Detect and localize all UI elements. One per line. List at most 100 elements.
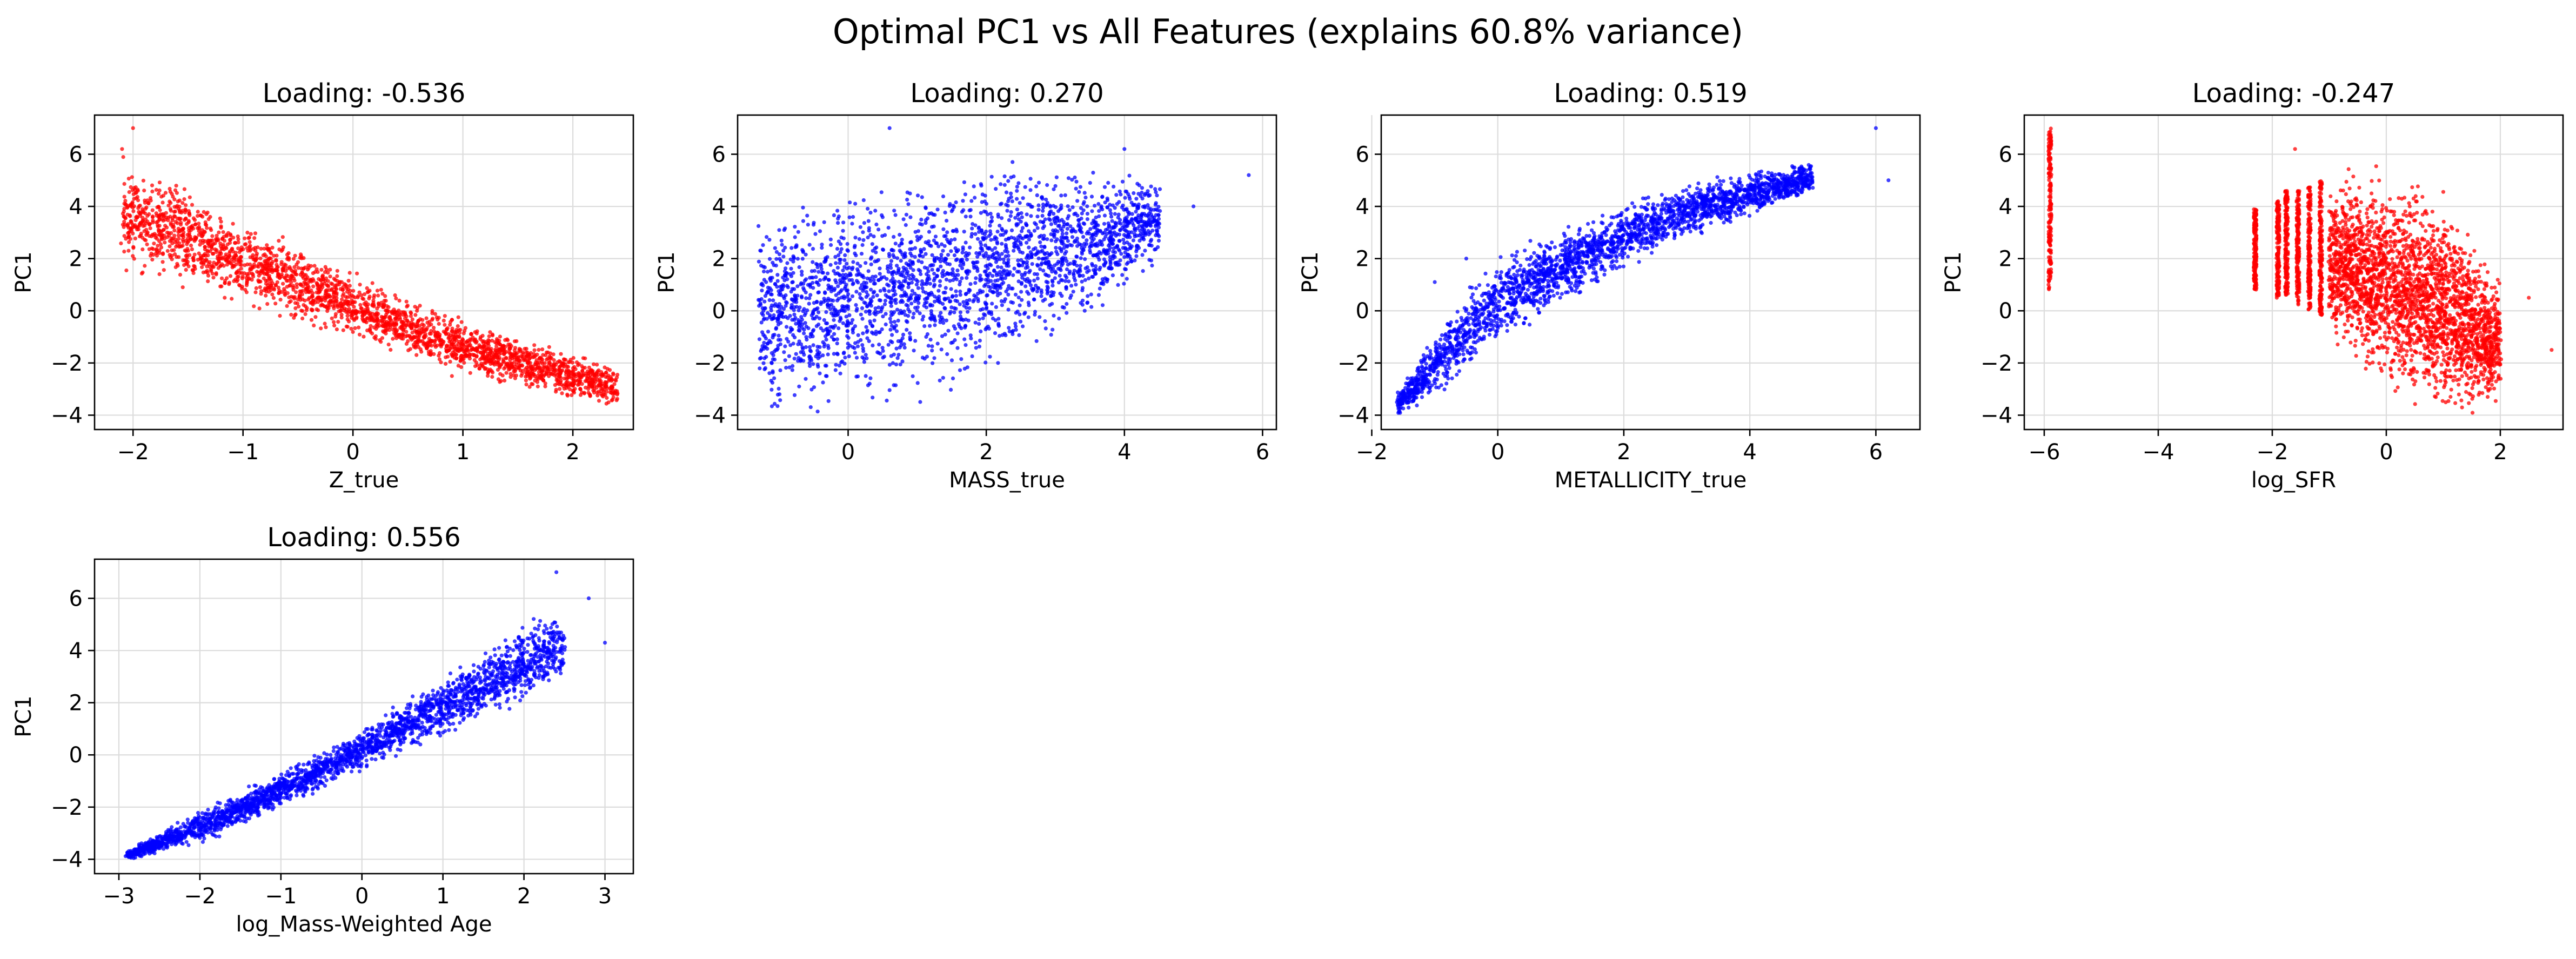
scatter-point bbox=[932, 238, 936, 243]
scatter-point bbox=[349, 326, 353, 331]
scatter-point bbox=[1138, 229, 1142, 233]
scatter-point bbox=[157, 272, 162, 277]
scatter-point bbox=[222, 264, 226, 268]
scatter-point bbox=[449, 352, 454, 357]
scatter-point bbox=[519, 363, 524, 367]
scatter-point bbox=[942, 244, 947, 248]
scatter-point bbox=[1012, 249, 1016, 253]
scatter-point bbox=[940, 334, 945, 338]
scatter-point bbox=[775, 346, 780, 351]
scatter-point bbox=[289, 280, 293, 285]
scatter-point bbox=[1090, 221, 1094, 226]
scatter-point bbox=[1100, 195, 1105, 199]
scatter-point bbox=[1023, 266, 1028, 270]
scatter-point bbox=[501, 360, 506, 364]
scatter-point bbox=[809, 269, 814, 273]
scatter-point bbox=[1009, 235, 1014, 240]
scatter-point bbox=[870, 242, 874, 246]
scatter-point bbox=[379, 300, 384, 305]
scatter-point bbox=[388, 315, 392, 319]
scatter-point bbox=[188, 195, 192, 199]
scatter-point bbox=[1086, 294, 1090, 298]
scatter-point bbox=[878, 330, 882, 334]
scatter-point bbox=[186, 226, 191, 230]
scatter-point bbox=[949, 209, 954, 213]
scatter-point bbox=[801, 281, 806, 286]
scatter-point bbox=[391, 327, 396, 332]
scatter-point bbox=[945, 271, 949, 275]
axes-frame bbox=[93, 114, 634, 431]
scatter-point bbox=[206, 273, 211, 278]
scatter-point bbox=[360, 317, 365, 321]
scatter-point bbox=[404, 314, 409, 319]
scatter-point bbox=[969, 336, 973, 341]
scatter-point bbox=[175, 239, 179, 244]
scatter-point bbox=[803, 321, 807, 325]
y-axis-label: PC1 bbox=[11, 251, 36, 293]
scatter-point bbox=[781, 249, 786, 253]
scatter-point bbox=[228, 251, 232, 255]
scatter-point bbox=[192, 252, 197, 257]
scatter-point bbox=[1066, 204, 1070, 209]
scatter-point bbox=[457, 328, 461, 332]
scatter-point bbox=[558, 374, 562, 379]
scatter-point bbox=[479, 356, 484, 360]
scatter-point bbox=[277, 289, 282, 293]
scatter-point bbox=[825, 326, 829, 331]
scatter-point bbox=[1041, 202, 1046, 207]
scatter-point bbox=[793, 293, 797, 298]
scatter-point bbox=[376, 301, 381, 306]
scatter-point bbox=[465, 348, 470, 352]
scatter-point bbox=[985, 254, 990, 258]
scatter-point bbox=[933, 213, 937, 217]
scatter-point bbox=[774, 326, 779, 330]
scatter-point bbox=[487, 334, 491, 339]
scatter-point bbox=[1000, 252, 1004, 256]
scatter-point bbox=[456, 324, 460, 328]
scatter-point bbox=[181, 226, 185, 231]
scatter-point bbox=[814, 314, 819, 319]
scatter-point bbox=[228, 274, 233, 278]
scatter-point bbox=[536, 384, 540, 388]
scatter-point bbox=[902, 253, 907, 257]
scatter-point bbox=[566, 360, 571, 365]
scatter-point bbox=[456, 315, 460, 319]
scatter-point bbox=[835, 351, 839, 356]
scatter-point bbox=[465, 344, 470, 348]
scatter-point bbox=[559, 379, 563, 383]
scatter-point bbox=[767, 238, 772, 242]
scatter-point bbox=[778, 368, 782, 373]
scatter-point bbox=[125, 224, 130, 228]
scatter-point bbox=[1015, 213, 1020, 217]
scatter-point bbox=[316, 308, 320, 312]
scatter-point bbox=[140, 219, 145, 223]
scatter-point bbox=[916, 301, 921, 305]
scatter-point bbox=[772, 357, 777, 362]
scatter-point bbox=[319, 267, 324, 272]
scatter-point bbox=[447, 339, 452, 344]
scatter-point bbox=[312, 323, 316, 328]
scatter-point bbox=[1001, 257, 1006, 261]
scatter-point bbox=[513, 346, 518, 350]
scatter-point bbox=[901, 217, 906, 222]
scatter-point bbox=[915, 193, 920, 198]
scatter-point bbox=[945, 230, 949, 234]
scatter-point bbox=[941, 375, 945, 380]
scatter-point bbox=[603, 393, 607, 397]
scatter-point bbox=[1043, 272, 1048, 277]
scatter-point bbox=[1012, 266, 1016, 271]
scatter-point bbox=[1133, 216, 1138, 220]
scatter-point bbox=[944, 286, 948, 290]
scatter-point bbox=[992, 269, 996, 273]
scatter-point bbox=[822, 220, 826, 224]
scatter-point bbox=[1047, 217, 1051, 221]
scatter-point bbox=[473, 330, 477, 334]
scatter-point bbox=[807, 296, 812, 300]
scatter-point bbox=[611, 371, 615, 375]
scatter-point bbox=[804, 377, 808, 381]
scatter-point bbox=[1018, 303, 1022, 307]
scatter-point bbox=[815, 345, 820, 349]
scatter-point bbox=[488, 367, 492, 372]
scatter-point bbox=[224, 254, 228, 258]
scatter-point bbox=[264, 254, 268, 258]
